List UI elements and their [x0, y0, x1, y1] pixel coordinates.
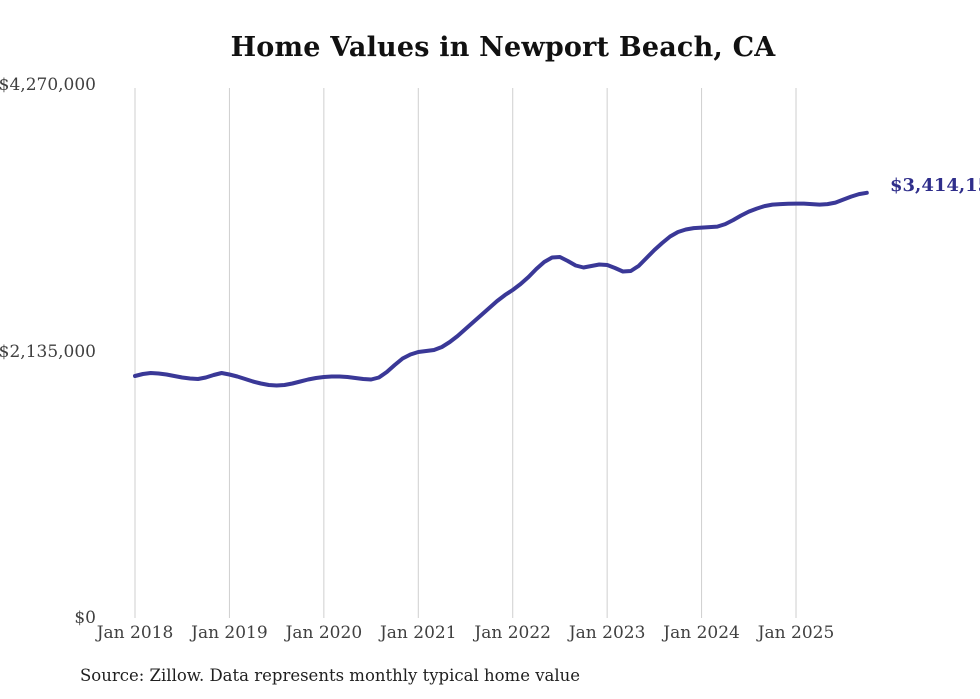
x-tick-label: Jan 2020 [285, 623, 363, 643]
home-value-line [133, 190, 869, 388]
latest-value-label: $3,414,154 [890, 175, 980, 196]
x-tick-label: Jan 2019 [191, 623, 268, 643]
x-tick-label: Jan 2021 [379, 623, 457, 643]
y-tick-label: $0 [74, 608, 96, 628]
x-tick-label: Jan 2018 [96, 623, 174, 643]
x-tick-label: Jan 2025 [757, 623, 835, 643]
chart-title: Home Values in Newport Beach, CA [230, 32, 776, 63]
y-tick-label: $2,135,000 [0, 341, 96, 362]
source-note: Source: Zillow. Data represents monthly … [80, 666, 581, 685]
x-tick-label: Jan 2024 [663, 623, 740, 643]
x-tick-label: Jan 2022 [474, 623, 551, 643]
y-tick-label: $4,270,000 [0, 75, 96, 95]
x-tick-label: Jan 2023 [568, 623, 646, 643]
vertical-gridlines [134, 88, 797, 618]
